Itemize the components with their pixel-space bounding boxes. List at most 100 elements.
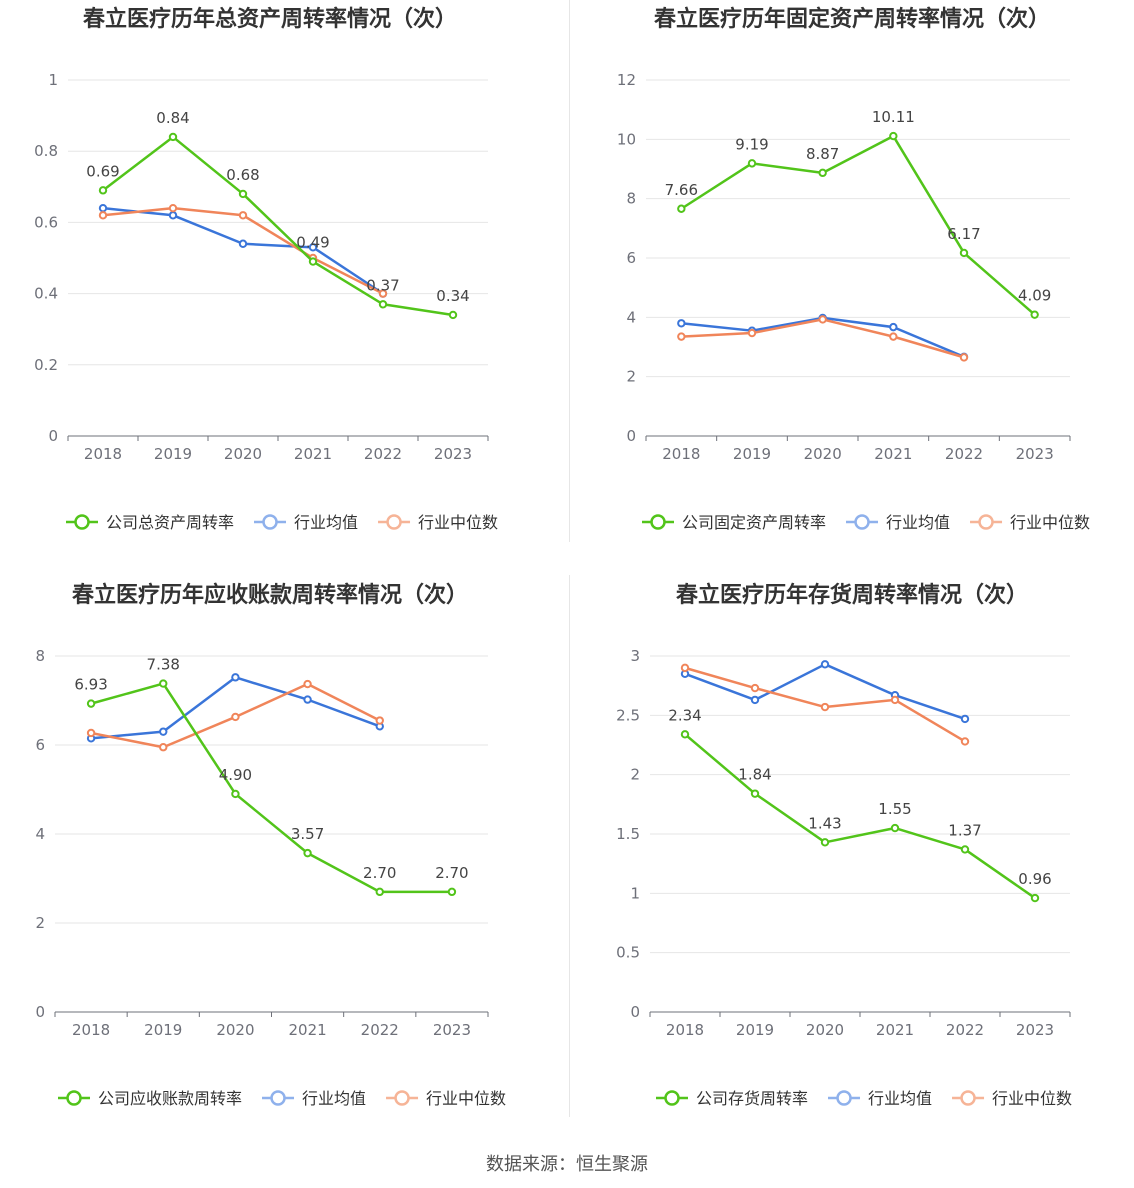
data-point-company	[159, 679, 168, 688]
y-tick-label: 6	[626, 249, 636, 267]
data-point-company	[959, 248, 969, 258]
series-line-median	[102, 206, 384, 295]
y-tick-label: 12	[617, 71, 636, 89]
data-point-median	[890, 695, 900, 705]
y-tick-label: 2	[35, 914, 45, 932]
legend-label-company: 公司总资产周转率	[106, 513, 234, 532]
y-tick-label: 1	[630, 884, 640, 902]
data-point-median	[98, 211, 108, 220]
data-label: 0.68	[226, 166, 259, 184]
x-tick-label: 2022	[361, 1021, 399, 1039]
y-tick-label: 0	[630, 1003, 640, 1021]
x-tick-label: 2018	[72, 1021, 110, 1039]
y-tick-label: 2.5	[616, 706, 640, 724]
x-tick-label: 2022	[945, 445, 983, 463]
data-point-median	[747, 328, 757, 338]
data-point-company	[308, 257, 318, 266]
x-tick-label: 2023	[1016, 445, 1054, 463]
legend-label-company: 公司固定资产周转率	[682, 513, 826, 532]
y-tick-label: 0.4	[34, 285, 58, 303]
x-tick-label: 2018	[84, 445, 122, 463]
data-point-company	[1030, 893, 1040, 903]
legend-marker-avg	[270, 1090, 286, 1106]
legend-label-avg: 行业均值	[302, 1089, 366, 1108]
data-point-company	[747, 159, 757, 168]
series-line-avg	[102, 206, 384, 295]
x-tick-label: 2021	[288, 1021, 326, 1039]
data-point-median	[159, 743, 168, 752]
x-tick-label: 2021	[874, 445, 912, 463]
data-point-median	[889, 332, 898, 341]
data-point-company	[231, 789, 240, 799]
data-point-company	[168, 132, 178, 142]
data-point-company	[680, 730, 690, 739]
data-label: 0.34	[436, 287, 469, 305]
data-label: 3.57	[291, 825, 324, 843]
chart-title: 春立医疗历年固定资产周转率情况（次）	[654, 6, 1050, 32]
data-point-company	[303, 848, 312, 858]
data-point-company	[890, 823, 900, 833]
x-tick-label: 2020	[224, 445, 262, 463]
y-tick-label: 0.6	[34, 213, 58, 231]
data-label: 2.70	[363, 864, 396, 882]
panel-divider-top	[569, 0, 570, 542]
chart-1: 春立医疗历年总资产周转率情况（次） 0 0.2 0.4 0.6 0.8 1 2018 2019 2…	[34, 6, 498, 532]
data-point-company	[750, 789, 760, 798]
legend-marker-avg	[262, 514, 278, 530]
y-tick-label: 8	[35, 647, 45, 665]
x-tick-label: 2022	[364, 445, 402, 463]
data-point-company	[378, 300, 388, 309]
data-point-avg	[98, 203, 108, 213]
data-point-median	[750, 683, 760, 693]
data-label: 2.70	[435, 864, 468, 882]
data-point-company	[889, 131, 898, 141]
x-tick-label: 2023	[434, 445, 472, 463]
y-tick-label: 8	[626, 190, 636, 208]
data-point-avg	[308, 243, 318, 252]
legend-label-median: 行业中位数	[426, 1089, 506, 1108]
data-point-company	[820, 838, 830, 847]
data-label: 2.34	[668, 706, 701, 724]
data-point-company	[375, 887, 384, 897]
legend-marker-median	[386, 514, 402, 530]
data-point-avg	[677, 319, 686, 328]
data-label: 4.90	[219, 766, 252, 784]
legend-marker-median	[394, 1090, 410, 1106]
data-label: 0.37	[366, 276, 399, 294]
chart-4: 春立医疗历年存货周转率情况（次） 0 0.5 1 1.5 2 2.5 3 2018 2019 202…	[616, 582, 1072, 1108]
x-tick-label: 2019	[736, 1021, 774, 1039]
data-point-avg	[231, 673, 240, 682]
x-tick-label: 2021	[294, 445, 332, 463]
y-tick-label: 2	[626, 368, 636, 386]
data-label: 7.66	[665, 181, 698, 199]
data-point-avg	[168, 211, 178, 220]
data-point-avg	[303, 695, 312, 704]
series-line-company	[680, 134, 1036, 316]
data-point-company	[960, 845, 970, 854]
data-point-company	[448, 310, 458, 320]
legend-label-median: 行业中位数	[1010, 513, 1090, 532]
legend-marker-avg	[854, 514, 870, 530]
legend-marker-company	[650, 514, 666, 530]
data-label: 1.55	[878, 800, 911, 818]
x-tick-label: 2019	[733, 445, 771, 463]
data-point-median	[238, 211, 248, 220]
legend-marker-company	[664, 1090, 680, 1106]
x-tick-label: 2023	[433, 1021, 471, 1039]
y-tick-label: 1	[48, 71, 58, 89]
legend-marker-company	[66, 1090, 82, 1106]
legend-label-avg: 行业均值	[886, 513, 950, 532]
x-tick-label: 2018	[666, 1021, 704, 1039]
data-label: 1.43	[808, 814, 841, 832]
data-point-company	[677, 204, 686, 213]
legend-label-median: 行业中位数	[992, 1089, 1072, 1108]
data-point-company	[1030, 310, 1039, 319]
y-tick-label: 0	[48, 427, 58, 445]
y-tick-label: 4	[35, 825, 45, 843]
y-tick-label: 3	[630, 647, 640, 665]
data-point-avg	[750, 695, 760, 705]
data-label: 1.84	[738, 766, 771, 784]
y-tick-label: 1.5	[616, 825, 640, 843]
x-tick-label: 2018	[662, 445, 700, 463]
y-tick-label: 0.2	[34, 356, 58, 374]
